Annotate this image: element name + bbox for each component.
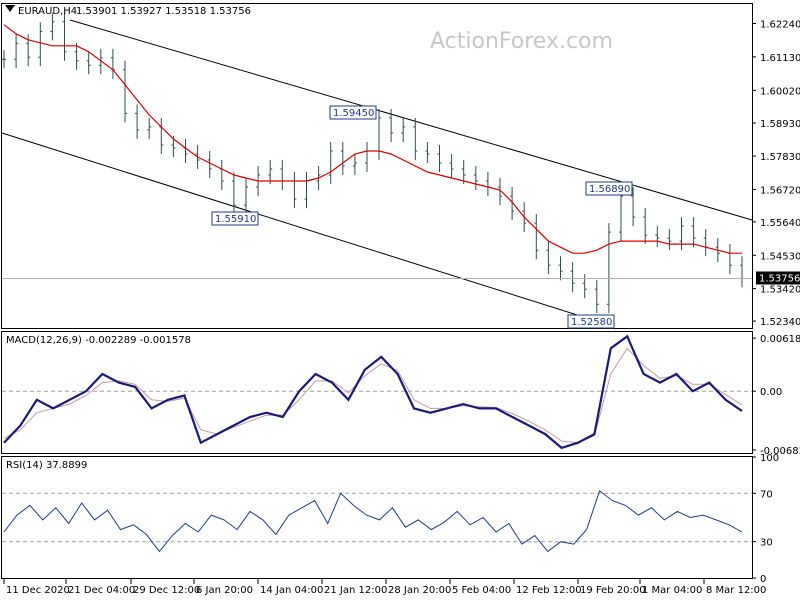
ohlc-values: 1.53901 1.53927 1.53518 1.53756 <box>76 6 251 17</box>
current-price-label: 1.53756 <box>759 274 800 285</box>
price-axis-label: 1.57830 <box>760 152 800 163</box>
time-axis-label: 28 Jan 20:00 <box>388 585 451 596</box>
macd-axis-label: 0.00 <box>760 387 782 398</box>
rsi-label: RSI(14) 37.8899 <box>6 460 87 471</box>
time-axis-label: 21 Dec 04:00 <box>68 585 135 596</box>
price-callout-label: 1.55910 <box>215 214 256 225</box>
time-axis-label: 6 Jan 20:00 <box>196 585 253 596</box>
price-callout-label: 1.59450 <box>333 108 374 119</box>
price-axis-label: 1.55640 <box>760 218 800 229</box>
price-axis-label: 1.58930 <box>760 119 800 130</box>
price-callout-label: 1.56890 <box>589 184 630 195</box>
rsi-axis-label: 0 <box>760 574 766 585</box>
time-axis-label: 11 Dec 2020 <box>6 585 70 596</box>
price-axis-label: 1.60020 <box>760 86 800 97</box>
time-axis-label: 1 Mar 04:00 <box>642 585 702 596</box>
price-axis-label: 1.54530 <box>760 251 800 262</box>
time-axis-label: 12 Feb 12:00 <box>516 585 582 596</box>
time-axis-label: 8 Mar 12:00 <box>706 585 766 596</box>
time-axis-label: 14 Jan 04:00 <box>260 585 323 596</box>
macd-label: MACD(12,26,9) -0.002289 -0.001578 <box>6 335 191 346</box>
macd-axis-label: 0.006184 <box>760 334 800 345</box>
rsi-axis-label: 30 <box>760 538 773 549</box>
rsi-axis-label: 100 <box>760 453 779 464</box>
price-axis-label: 1.62240 <box>760 20 800 31</box>
symbol-label: EURAUD,H4 <box>18 6 77 17</box>
price-axis-label: 1.56720 <box>760 185 800 196</box>
rsi-axis-label: 70 <box>760 489 773 500</box>
time-axis-label: 29 Dec 12:00 <box>133 585 200 596</box>
time-axis-label: 19 Feb 20:00 <box>580 585 646 596</box>
price-axis-label: 1.52340 <box>760 317 800 328</box>
price-callout-label: 1.52580 <box>571 317 612 328</box>
watermark: ActionForex.com <box>430 29 613 54</box>
price-axis-label: 1.61130 <box>760 53 800 64</box>
price-axis-label: 1.53420 <box>760 285 800 296</box>
time-axis-label: 5 Feb 04:00 <box>452 585 511 596</box>
time-axis-label: 21 Jan 12:00 <box>324 585 387 596</box>
